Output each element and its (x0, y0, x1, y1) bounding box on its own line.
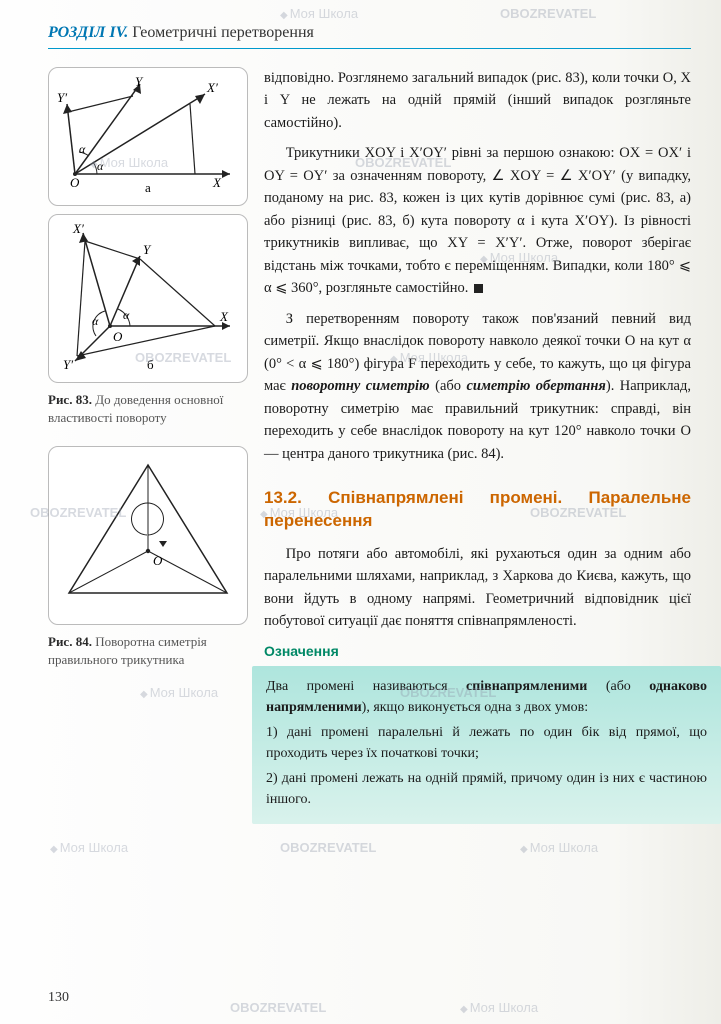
chapter-header: РОЗДІЛ IV. Геометричні перетворення (48, 24, 691, 49)
svg-text:Y: Y (143, 242, 152, 257)
figure-83b: O X X′ Y Y′ α α б (48, 214, 248, 383)
chapter-title: Геометричні перетворення (132, 24, 314, 41)
svg-text:α: α (92, 314, 99, 328)
svg-text:б: б (147, 357, 154, 371)
fig83a-svg: O X X′ Y Y′ α α а (55, 74, 241, 194)
svg-text:α: α (79, 142, 86, 156)
paragraph-3: З перетворенням повороту також пов'язани… (264, 308, 691, 465)
svg-text:X: X (212, 175, 222, 190)
svg-text:α: α (97, 159, 104, 173)
definition-line-3: 2) дані промені лежать на одній прямій, … (266, 768, 707, 810)
fig84-svg: O (55, 453, 241, 613)
svg-text:Y: Y (135, 74, 144, 89)
fig83b-svg: O X X′ Y Y′ α α б (55, 221, 241, 371)
figure-84: O (48, 446, 248, 625)
svg-text:O: O (153, 553, 163, 568)
svg-text:X′: X′ (72, 221, 84, 236)
chapter-prefix: РОЗДІЛ IV. (48, 24, 128, 41)
figures-column: O X X′ Y Y′ α α а (48, 67, 248, 824)
svg-text:Y′: Y′ (63, 357, 73, 371)
svg-text:α: α (123, 308, 130, 322)
definition-label: Означення (264, 641, 691, 663)
svg-text:Y′: Y′ (57, 90, 67, 105)
proof-end-icon (474, 284, 483, 293)
svg-text:O: O (113, 329, 123, 344)
svg-text:X′: X′ (206, 80, 218, 95)
figure-83a: O X X′ Y Y′ α α а (48, 67, 248, 206)
svg-text:X: X (219, 309, 229, 324)
svg-text:O: O (70, 175, 80, 190)
page-number: 130 (48, 990, 69, 1006)
body-text: відповідно. Розглянемо загальний випадок… (264, 67, 691, 824)
subsection-heading: 13.2. Співнапрямлені промені. Паралельне… (264, 487, 691, 533)
definition-box: Два промені називаються співнапрямленими… (252, 666, 721, 824)
paragraph-4: Про потяги або автомобілі, які рухаються… (264, 543, 691, 633)
figure-84-caption: Рис. 84. Поворотна симетрія правильного … (48, 633, 248, 668)
paragraph-1: відповідно. Розглянемо загальний випадок… (264, 67, 691, 134)
definition-line-1: Два промені називаються співнапрямленими… (266, 676, 707, 718)
figure-83-caption: Рис. 83. До доведення основної властивос… (48, 391, 248, 426)
paragraph-2: Трикутники XOY і X′OY′ рівні за першою о… (264, 142, 691, 299)
svg-text:а: а (145, 180, 151, 194)
definition-line-2: 1) дані промені паралельні й лежать по о… (266, 722, 707, 764)
